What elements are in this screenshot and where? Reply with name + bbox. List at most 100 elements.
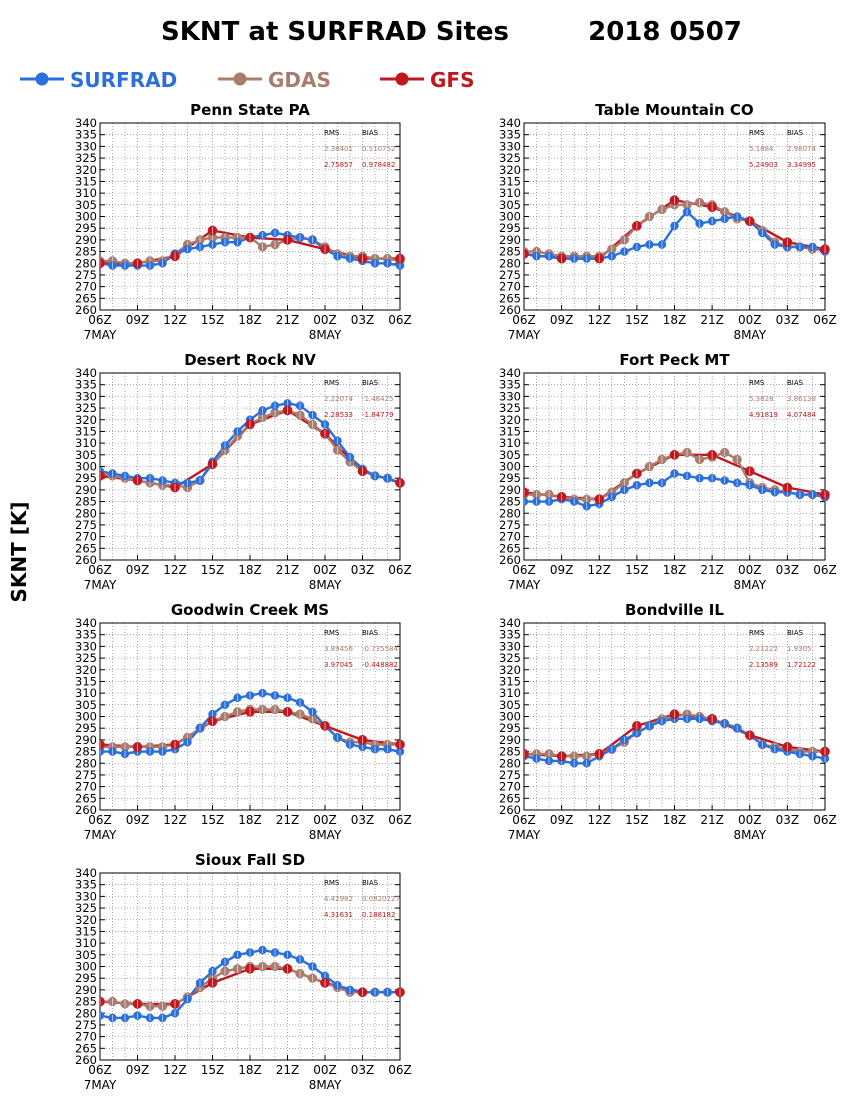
stats-header-bias: BIAS: [787, 629, 804, 637]
y-tick-label: 295: [75, 221, 97, 235]
x-tick-label: 15Z: [201, 1063, 225, 1077]
chart-panel: Fort Peck MT2602652702752802852902953003…: [499, 351, 837, 592]
stats-gfs-bias: 0.978482: [362, 161, 395, 169]
y-tick-label: 270: [75, 280, 97, 294]
stats-header-bias: BIAS: [787, 129, 804, 137]
y-tick-label: 340: [499, 616, 521, 630]
x-tick-label: 06Z: [88, 563, 112, 577]
x-tick-label: 06Z: [813, 563, 837, 577]
y-tick-label: 275: [499, 768, 521, 782]
data-point-surfrad: [524, 497, 529, 506]
y-tick-label: 260: [75, 1053, 97, 1067]
legend-marker: [35, 72, 49, 86]
x-tick-label: 21Z: [276, 313, 300, 327]
x-day-label: 8MAY: [309, 828, 342, 842]
x-tick-label: 09Z: [126, 813, 150, 827]
data-point-surfrad: [100, 1011, 105, 1020]
stats-gfs-rms: 2.13589: [749, 661, 778, 669]
y-tick-label: 285: [499, 745, 521, 759]
x-tick-label: 21Z: [276, 1063, 300, 1077]
y-tick-label: 265: [499, 541, 521, 555]
y-tick-label: 315: [75, 924, 97, 938]
stats-header-bias: BIAS: [362, 129, 379, 137]
y-tick-label: 315: [75, 674, 97, 688]
y-tick-label: 335: [75, 628, 97, 642]
y-tick-label: 340: [75, 866, 97, 880]
stats-header-rms: RMS: [324, 379, 340, 387]
x-day-label: 8MAY: [309, 328, 342, 342]
x-tick-label: 03Z: [776, 563, 800, 577]
y-tick-label: 300: [499, 460, 521, 474]
legend-marker: [395, 72, 409, 86]
stats-header-rms: RMS: [749, 629, 765, 637]
x-tick-label: 06Z: [813, 813, 837, 827]
x-tick-label: 06Z: [388, 313, 412, 327]
x-tick-label: 15Z: [201, 813, 225, 827]
y-tick-label: 285: [75, 995, 97, 1009]
plot-series: [524, 195, 830, 264]
stats-header-bias: BIAS: [362, 629, 379, 637]
y-tick-label: 300: [499, 710, 521, 724]
y-tick-label: 310: [75, 686, 97, 700]
legend-entry: GDAS: [218, 68, 331, 92]
chart-panel: Table Mountain CO 26026527027528028529029…: [499, 101, 837, 342]
x-tick-label: 00Z: [738, 563, 762, 577]
stats-gdas-bias: 1.9305: [787, 645, 812, 653]
legend-label: GDAS: [268, 68, 331, 92]
chart-panel: Desert Rock NV26026527027528028529029530…: [75, 351, 412, 592]
y-tick-label: 325: [499, 651, 521, 665]
chart-panel: Bondville IL2602652702752802852902953003…: [499, 601, 837, 842]
x-tick-label: 06Z: [388, 563, 412, 577]
x-tick-label: 00Z: [313, 313, 337, 327]
x-tick-label: 09Z: [550, 813, 574, 827]
y-tick-label: 305: [499, 198, 521, 212]
y-tick-label: 335: [499, 378, 521, 392]
y-tick-label: 330: [75, 139, 97, 153]
y-tick-label: 335: [499, 128, 521, 142]
y-tick-label: 290: [75, 233, 97, 247]
y-tick-label: 265: [499, 291, 521, 305]
y-tick-label: 295: [499, 721, 521, 735]
y-tick-label: 275: [75, 1018, 97, 1032]
y-tick-label: 265: [75, 291, 97, 305]
x-tick-label: 21Z: [276, 563, 300, 577]
x-day-label: 8MAY: [309, 578, 342, 592]
plot-series: [100, 945, 405, 1023]
y-axis-label: SKNT [K]: [7, 501, 31, 602]
stats-gfs-rms: 4.31631: [324, 911, 353, 919]
plot-series: [524, 709, 830, 768]
x-tick-label: 15Z: [625, 813, 649, 827]
y-tick-label: 300: [75, 210, 97, 224]
x-tick-label: 12Z: [588, 313, 612, 327]
stats-header-bias: BIAS: [362, 879, 379, 887]
x-tick-label: 21Z: [700, 313, 724, 327]
x-tick-label: 18Z: [663, 813, 687, 827]
y-tick-label: 290: [499, 233, 521, 247]
chart-panel: Goodwin Creek MS 260265270275280285290295…: [75, 601, 412, 842]
plot-series: [100, 225, 405, 270]
y-tick-label: 340: [499, 366, 521, 380]
y-tick-label: 290: [499, 733, 521, 747]
y-tick-label: 260: [75, 303, 97, 317]
y-tick-label: 315: [499, 424, 521, 438]
stats-gdas-bias: 0.0820227: [362, 895, 400, 903]
y-tick-label: 300: [75, 960, 97, 974]
stats-gfs-bias: 0.188182: [362, 911, 395, 919]
x-tick-label: 12Z: [163, 813, 187, 827]
y-tick-label: 290: [75, 733, 97, 747]
y-tick-label: 285: [499, 245, 521, 259]
stats-gdas-rms: 2.22074: [324, 395, 353, 403]
y-tick-label: 330: [75, 889, 97, 903]
y-tick-label: 315: [75, 424, 97, 438]
y-tick-label: 320: [499, 163, 521, 177]
x-tick-label: 00Z: [313, 1063, 337, 1077]
y-tick-label: 335: [499, 628, 521, 642]
y-tick-label: 285: [75, 245, 97, 259]
stats-gfs-rms: 2.75857: [324, 161, 353, 169]
figure-date: 2018 0507: [588, 17, 742, 47]
stats-header-rms: RMS: [324, 129, 340, 137]
x-tick-label: 18Z: [663, 563, 687, 577]
stats-gdas-rms: 4.42982: [324, 895, 353, 903]
y-tick-label: 295: [75, 971, 97, 985]
